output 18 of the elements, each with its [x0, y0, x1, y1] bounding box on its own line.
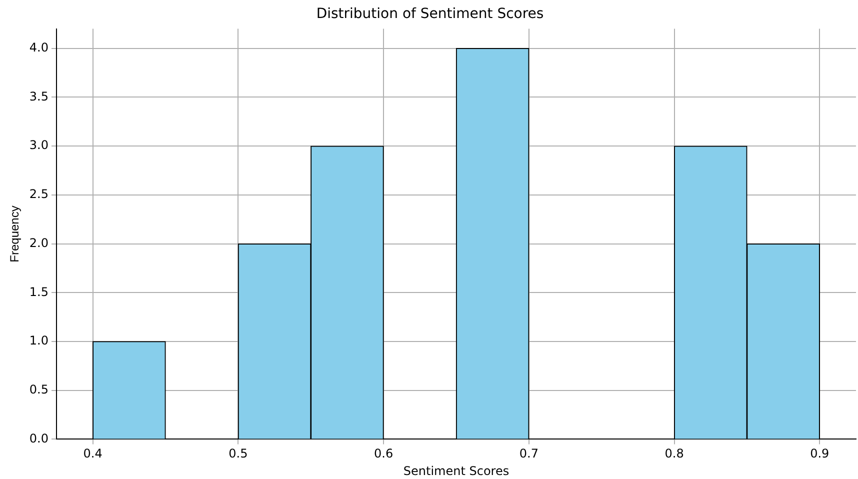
x-tick-label: 0.9	[810, 446, 830, 461]
y-tick-label: 4.0	[29, 40, 48, 54]
y-tick-label: 3.0	[29, 138, 48, 152]
y-tick-label: 0.0	[29, 431, 48, 446]
x-tick-label: 0.5	[228, 446, 248, 461]
x-tick-label: 0.4	[83, 446, 102, 461]
y-tick-label: 2.0	[29, 236, 48, 250]
chart-title: Distribution of Sentiment Scores	[316, 6, 544, 22]
x-tick-label: 0.8	[664, 446, 684, 461]
x-tick-label: 0.6	[374, 446, 394, 461]
y-tick-label: 2.5	[29, 187, 48, 202]
x-axis-title: Sentiment Scores	[403, 464, 510, 478]
y-tick-label: 3.5	[29, 89, 48, 104]
y-axis-title: Frequency	[8, 206, 22, 262]
y-tick-label: 0.5	[29, 382, 48, 396]
y-tick-label: 1.0	[29, 334, 48, 348]
x-tick-label: 0.7	[519, 446, 538, 461]
y-tick-label: 1.5	[29, 284, 48, 299]
